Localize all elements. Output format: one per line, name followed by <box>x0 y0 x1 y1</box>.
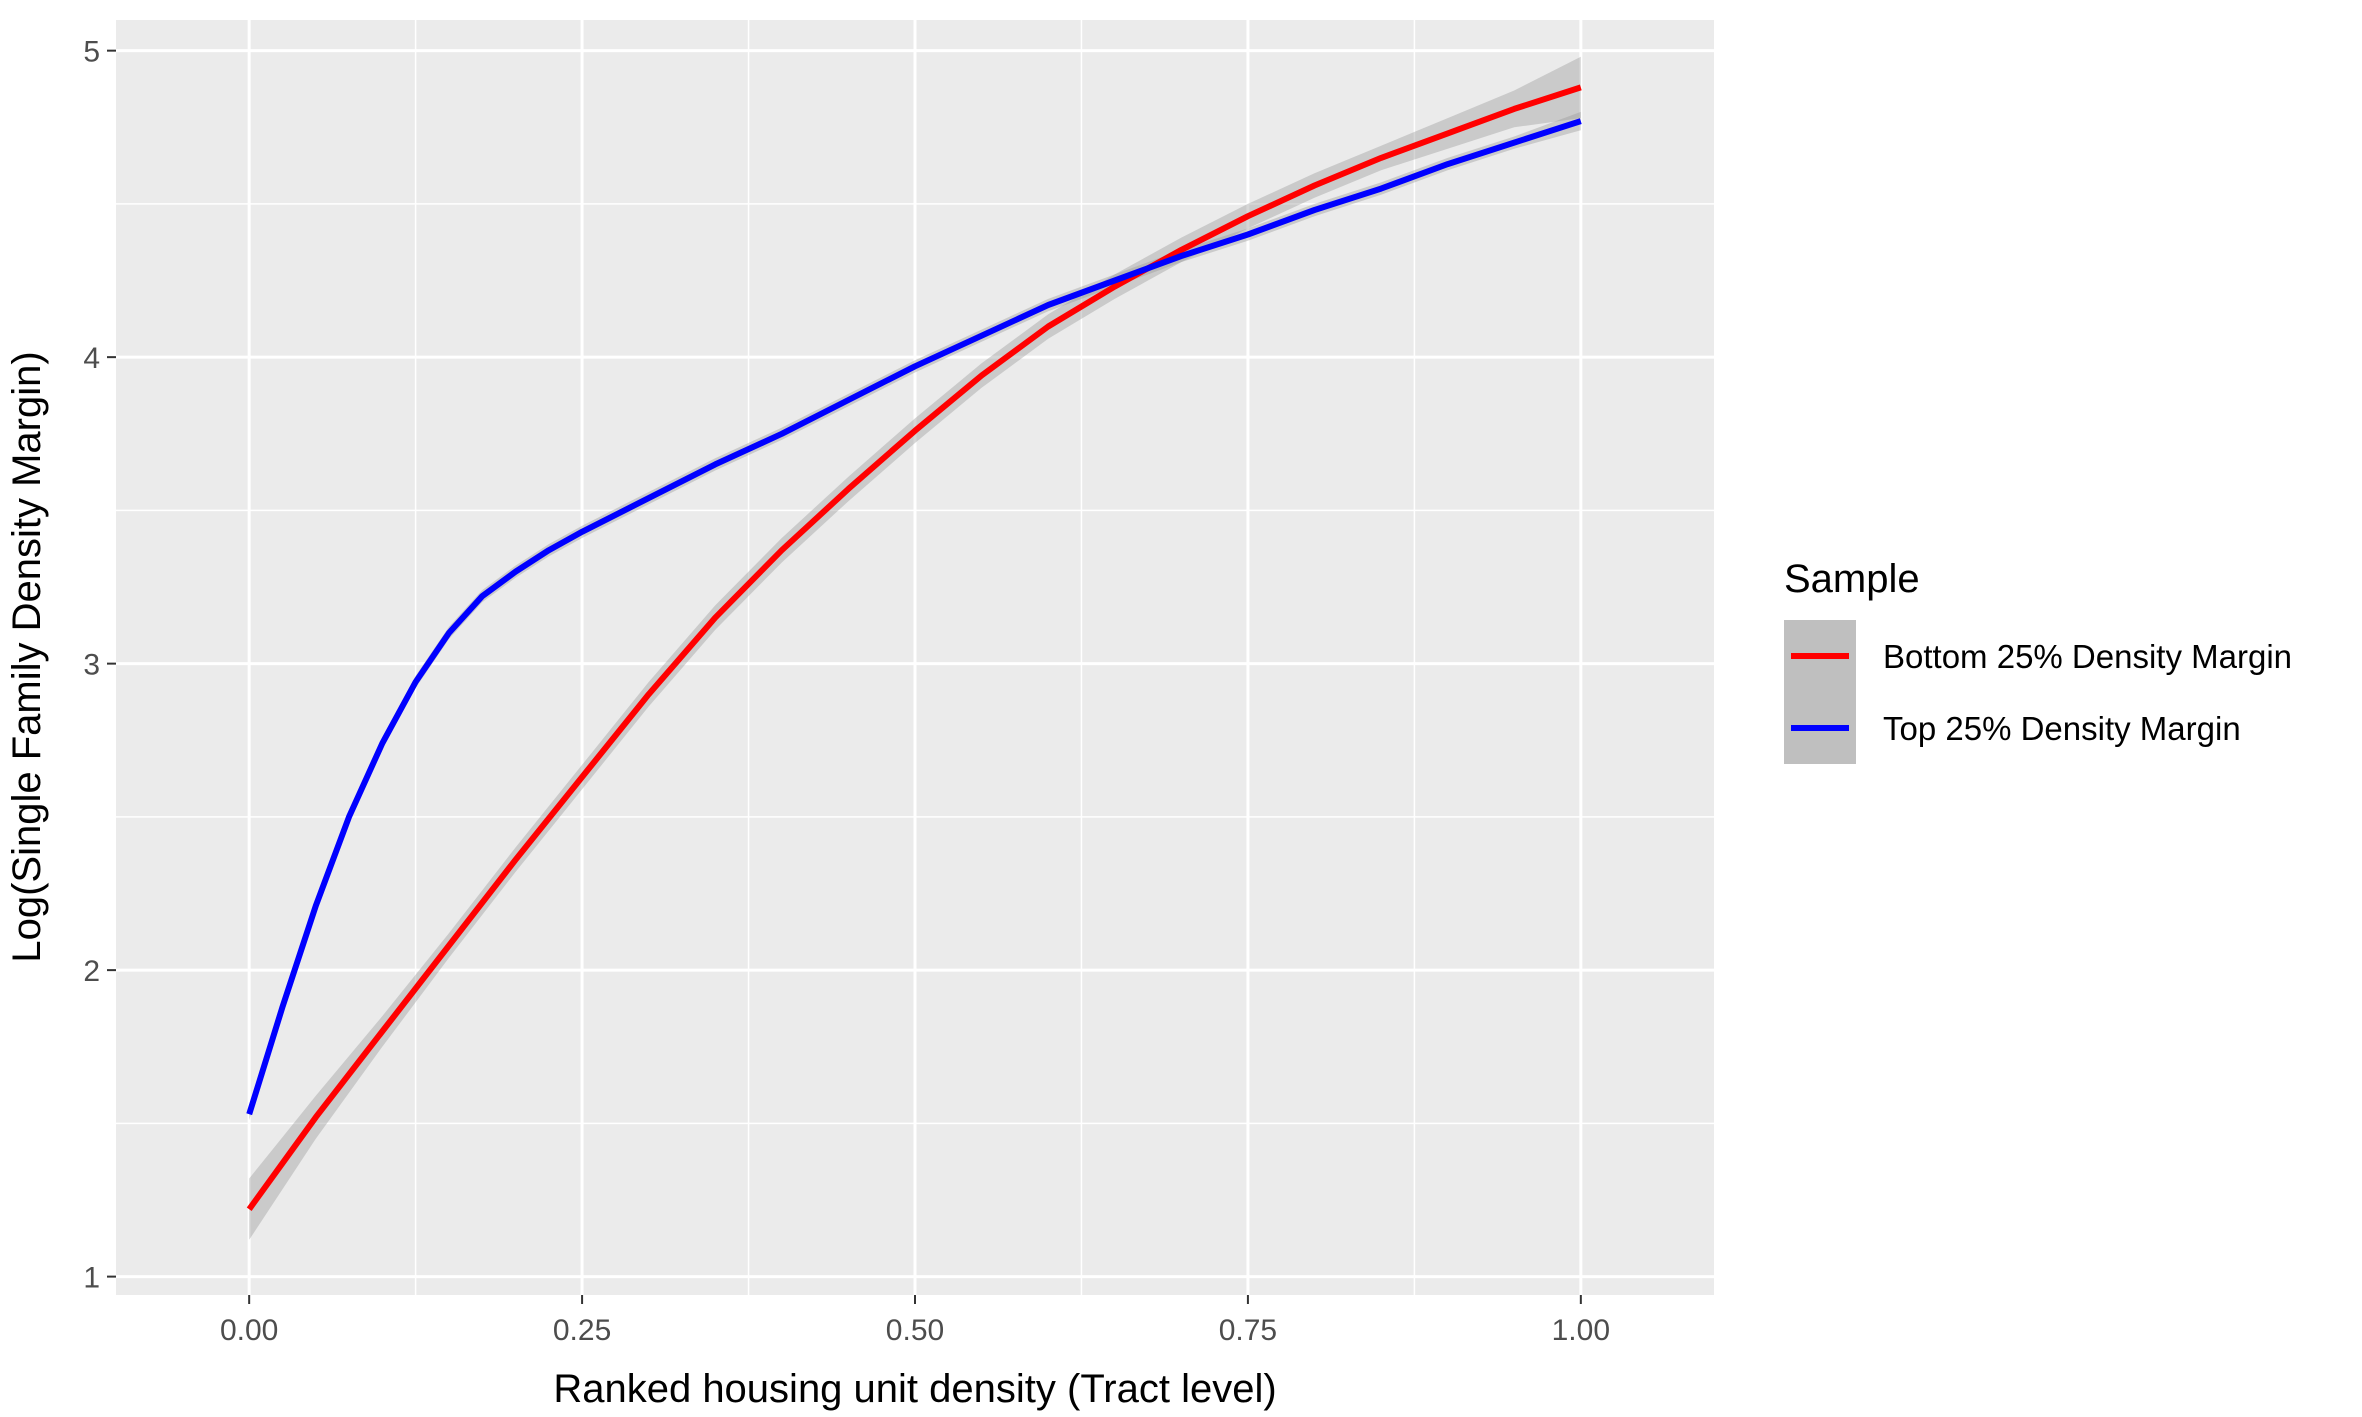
legend-title: Sample <box>1784 557 1920 601</box>
y-axis-title: Log(Single Family Density Margin) <box>5 351 49 962</box>
legend-label-bottom: Bottom 25% Density Margin <box>1883 638 2292 675</box>
x-tick-label: 0.00 <box>220 1314 278 1347</box>
series-line-1 <box>246 118 1582 1116</box>
y-tick-label: 2 <box>83 955 100 988</box>
y-tick-label: 3 <box>83 649 100 682</box>
legend-label-top: Top 25% Density Margin <box>1883 710 2241 747</box>
x-tick-label: 0.75 <box>1219 1314 1277 1347</box>
x-axis: 0.00 0.25 0.50 0.75 1.00 <box>220 1295 1610 1347</box>
x-tick-label: 0.25 <box>553 1314 611 1347</box>
y-axis: 1 2 3 4 5 <box>83 36 116 1295</box>
series-lines <box>246 84 1582 1211</box>
y-tick-label: 1 <box>83 1262 100 1295</box>
y-tick-label: 4 <box>83 342 100 375</box>
x-tick-label: 0.50 <box>886 1314 944 1347</box>
legend: Sample Bottom 25% Density Margin Top 25%… <box>1784 557 2292 764</box>
y-tick-label: 5 <box>83 36 100 69</box>
x-tick-label: 1.00 <box>1552 1314 1610 1347</box>
grid-major <box>116 20 1714 1295</box>
series-line-0 <box>246 84 1582 1211</box>
x-axis-title: Ranked housing unit density (Tract level… <box>553 1367 1276 1411</box>
